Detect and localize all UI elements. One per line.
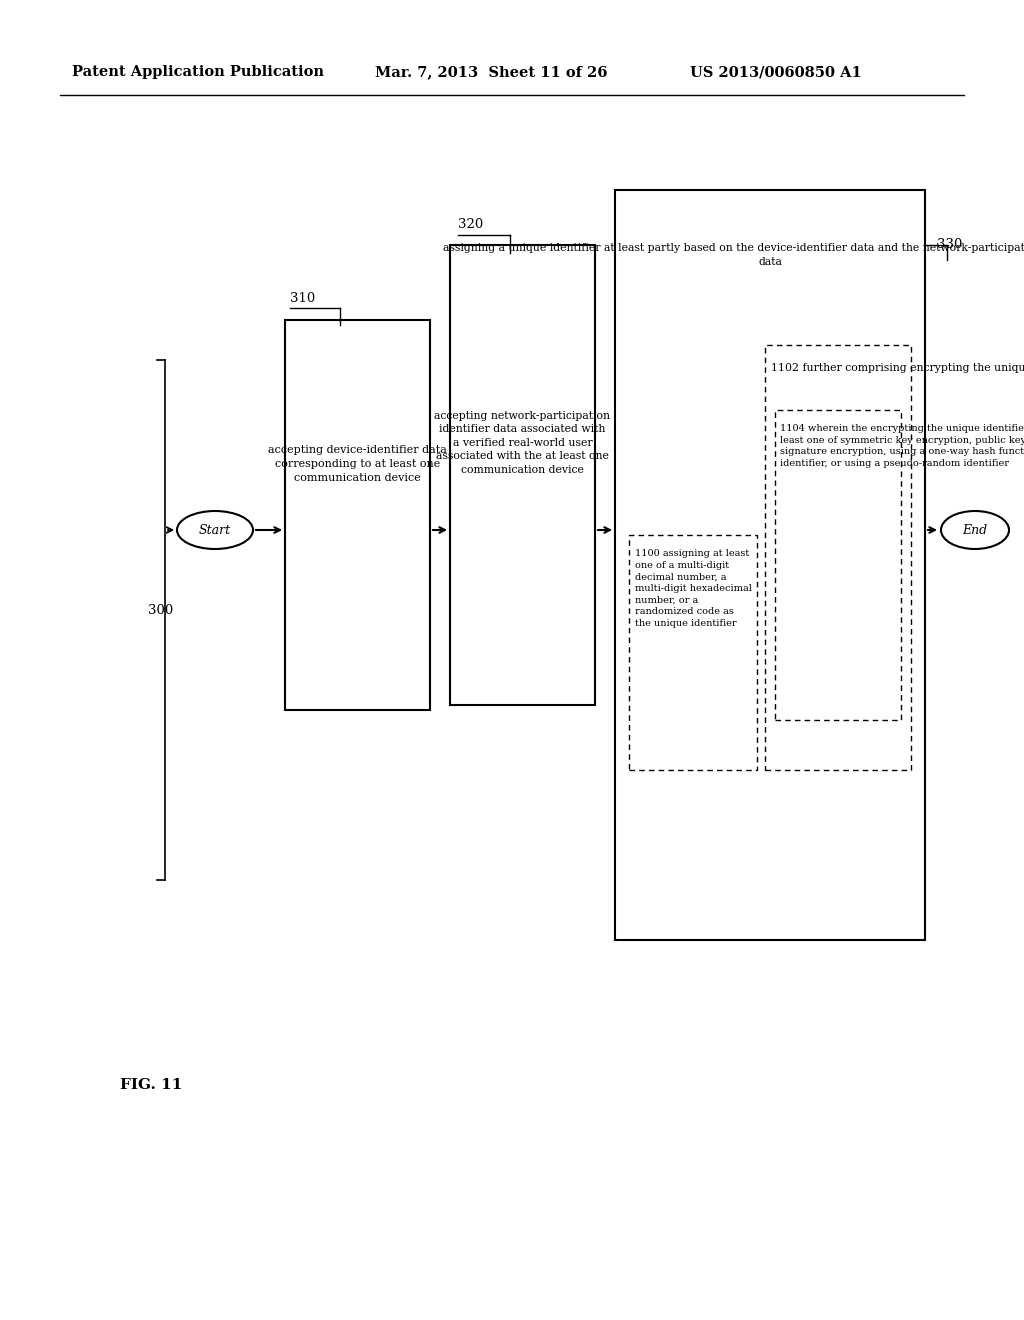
Text: accepting device-identifier data
corresponding to at least one
communication dev: accepting device-identifier data corresp… [268, 445, 446, 483]
Text: 330: 330 [937, 239, 963, 252]
Text: 1100 assigning at least
one of a multi-digit
decimal number, a
multi-digit hexad: 1100 assigning at least one of a multi-d… [635, 549, 752, 628]
Text: 1104 wherein the encrypting the unique identifier includes performing at
least o: 1104 wherein the encrypting the unique i… [780, 424, 1024, 469]
Text: accepting network-participation
identifier data associated with
a verified real-: accepting network-participation identifi… [434, 411, 610, 475]
Bar [450, 246, 595, 705]
Text: Mar. 7, 2013  Sheet 11 of 26: Mar. 7, 2013 Sheet 11 of 26 [375, 65, 607, 79]
Text: 320: 320 [458, 219, 483, 231]
Ellipse shape [941, 511, 1009, 549]
Bar [775, 411, 901, 719]
Ellipse shape [177, 511, 253, 549]
Text: Start: Start [199, 524, 231, 536]
Text: assigning a unique identifier at least partly based on the device-identifier dat: assigning a unique identifier at least p… [443, 243, 1024, 267]
Bar [285, 319, 430, 710]
Bar [615, 190, 925, 940]
Text: US 2013/0060850 A1: US 2013/0060850 A1 [690, 65, 862, 79]
Text: 1102 further comprising encrypting the unique identifier: 1102 further comprising encrypting the u… [771, 363, 1024, 374]
Text: 310: 310 [290, 292, 315, 305]
Bar [629, 535, 757, 770]
Text: Patent Application Publication: Patent Application Publication [72, 65, 324, 79]
Bar [765, 345, 911, 770]
Text: 300: 300 [148, 603, 173, 616]
Text: End: End [963, 524, 987, 536]
Text: FIG. 11: FIG. 11 [120, 1078, 182, 1092]
